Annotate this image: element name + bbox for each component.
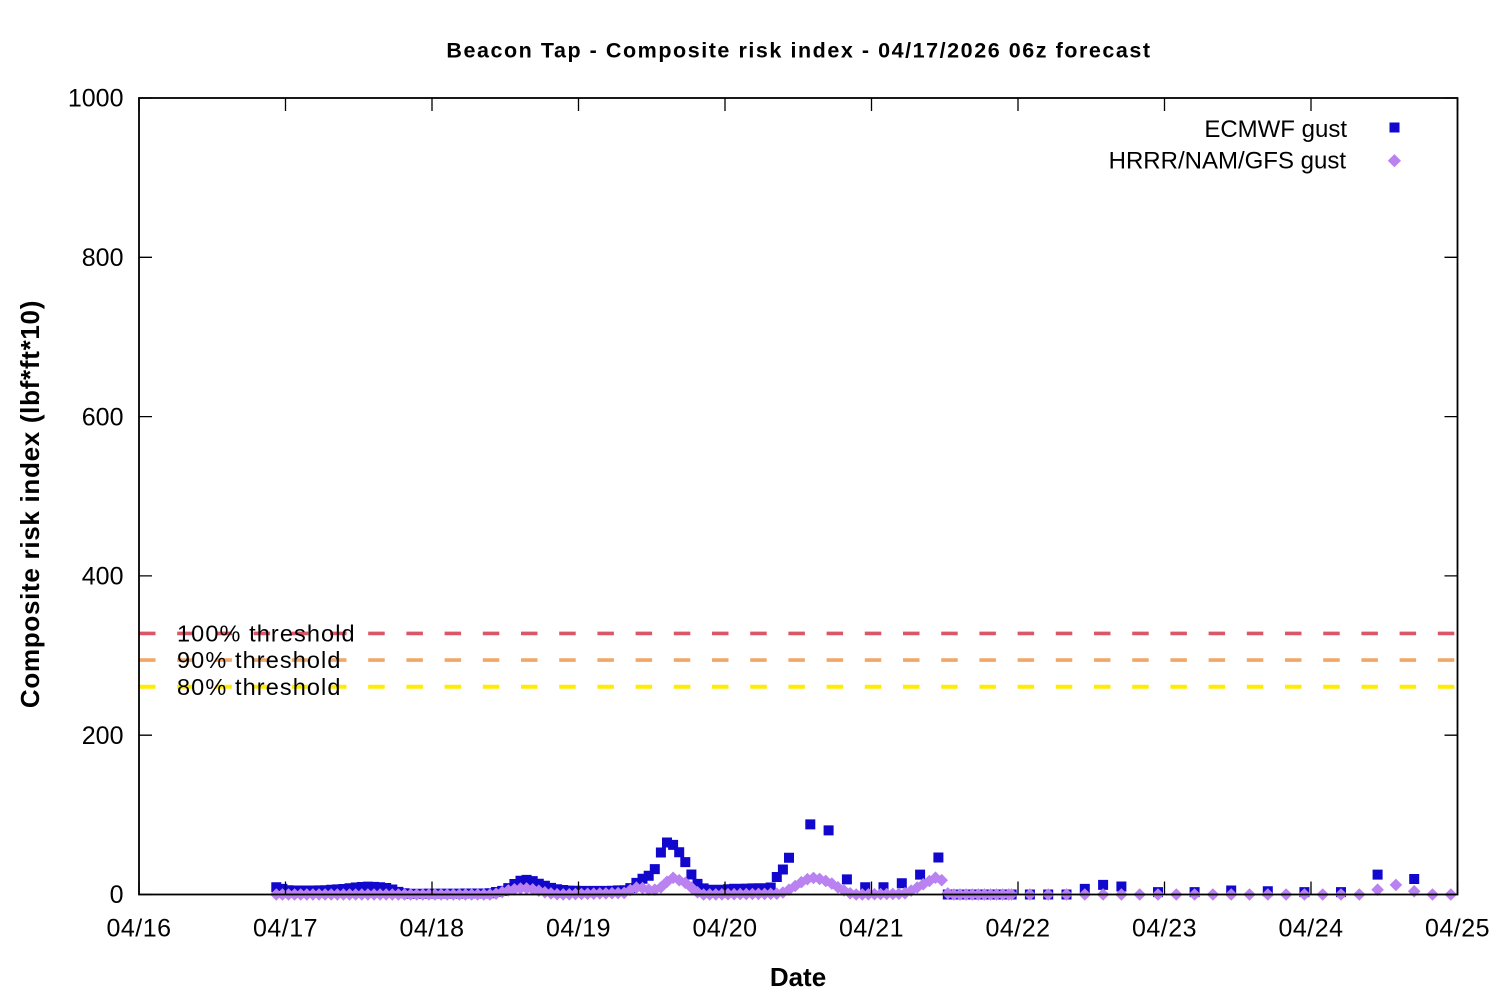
svg-text:04/21: 04/21	[839, 915, 904, 943]
svg-text:600: 600	[82, 403, 124, 431]
svg-text:04/17: 04/17	[253, 915, 318, 943]
svg-text:100% threshold: 100% threshold	[177, 621, 356, 647]
svg-text:Beacon Tap - Composite risk in: Beacon Tap - Composite risk index - 04/1…	[446, 39, 1151, 63]
svg-text:HRRR/NAM/GFS gust: HRRR/NAM/GFS gust	[1109, 148, 1347, 175]
svg-text:04/25: 04/25	[1425, 915, 1490, 943]
svg-text:ECMWF gust: ECMWF gust	[1204, 116, 1347, 143]
svg-text:04/19: 04/19	[546, 915, 611, 943]
svg-text:04/24: 04/24	[1278, 915, 1343, 943]
svg-text:400: 400	[82, 563, 124, 591]
svg-text:0: 0	[110, 881, 124, 909]
svg-text:04/20: 04/20	[692, 915, 757, 943]
svg-text:80% threshold: 80% threshold	[177, 674, 342, 700]
svg-text:04/16: 04/16	[106, 915, 171, 943]
svg-text:800: 800	[82, 244, 124, 272]
svg-text:04/18: 04/18	[399, 915, 464, 943]
svg-text:Date: Date	[770, 962, 826, 992]
svg-text:Composite risk index (lbf*ft*1: Composite risk index (lbf*ft*10)	[15, 300, 45, 708]
svg-text:90% threshold: 90% threshold	[177, 647, 342, 673]
svg-text:1000: 1000	[68, 85, 124, 113]
svg-text:04/22: 04/22	[985, 915, 1050, 943]
svg-text:200: 200	[82, 722, 124, 750]
svg-text:04/23: 04/23	[1132, 915, 1197, 943]
